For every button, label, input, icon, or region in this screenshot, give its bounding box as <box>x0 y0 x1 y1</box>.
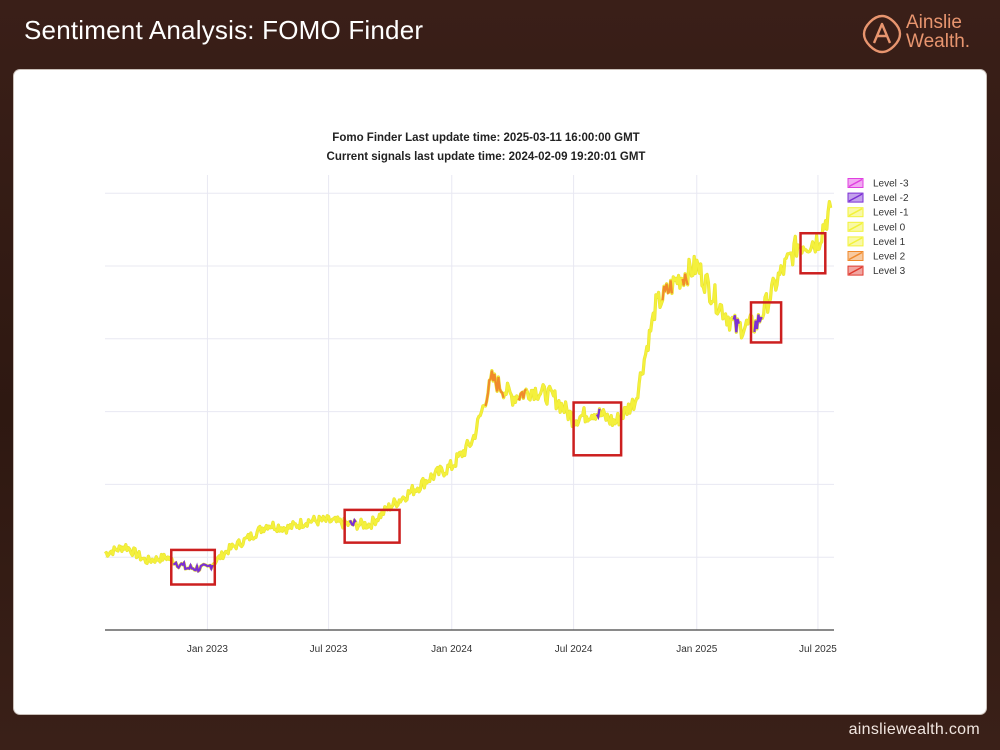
signal-segment <box>348 517 357 527</box>
ainslie-logo-icon <box>862 14 902 54</box>
x-tick-label: Jan 2025 <box>676 644 718 655</box>
brand-line-2: Wealth. <box>906 31 971 52</box>
legend-item: Level -3 <box>847 178 909 190</box>
signal-segment <box>173 559 214 574</box>
legend-swatch-line <box>848 266 863 275</box>
legend-item: Level 1 <box>847 236 906 248</box>
fomo-finder-chart: Fomo Finder Last update time: 2025-03-11… <box>104 132 909 655</box>
legend-label: Level 0 <box>873 222 906 233</box>
legend-label: Level -2 <box>873 193 909 204</box>
header-bar: Sentiment Analysis: FOMO Finder Ainslie … <box>0 0 1000 66</box>
x-tick-label: Jan 2024 <box>431 644 473 655</box>
legend-label: Level 3 <box>873 266 906 277</box>
signal-highlight-boxes <box>170 231 827 586</box>
legend-item: Level -1 <box>847 207 909 219</box>
signal-highlight-box <box>572 401 623 457</box>
legend-label: Level 2 <box>873 252 906 263</box>
legend-swatch-line <box>848 208 863 217</box>
signal-segment <box>484 370 505 407</box>
x-axis: Jan 2023 Jul 2023 Jan 2024 Jul 2024 Jan 2025… <box>105 629 837 655</box>
legend-label: Level 1 <box>873 237 906 248</box>
signal-segment <box>595 408 601 421</box>
legend-item: Level 0 <box>847 221 906 233</box>
legend-swatch-line <box>848 222 863 231</box>
signal-segment <box>732 314 740 333</box>
price-line <box>104 200 833 574</box>
legend-swatch-line <box>848 251 863 261</box>
signal-segment <box>681 273 689 286</box>
legend-item: Level -2 <box>847 192 909 204</box>
chart-panel: Fomo Finder Last update time: 2025-03-11… <box>14 70 986 714</box>
signal-segment <box>517 388 527 401</box>
page-title: Sentiment Analysis: FOMO Finder <box>24 15 424 45</box>
signal-highlight-box <box>170 548 217 586</box>
legend-swatch-line <box>848 178 863 188</box>
brand-name: Ainslie Wealth. <box>906 13 970 51</box>
series-line <box>104 200 832 573</box>
footer-url[interactable]: ainsliewealth.com <box>848 721 980 738</box>
brand-logo: Ainslie Wealth. <box>862 12 982 56</box>
x-tick-label: Jul 2023 <box>310 644 348 655</box>
legend-item: Level 3 <box>847 265 906 277</box>
signal-segment <box>661 280 674 301</box>
signal-highlight-box <box>799 231 827 275</box>
signal-highlight-box <box>749 301 783 344</box>
legend-label: Level -1 <box>873 208 909 219</box>
chart-title-line-1: Fomo Finder Last update time: 2025-03-11… <box>332 132 639 144</box>
legend-swatch-line <box>848 237 863 246</box>
legend-item: Level 2 <box>847 251 906 263</box>
legend-label: Level -3 <box>873 179 909 190</box>
x-tick-label: Jan 2023 <box>187 644 229 655</box>
brand-line-1: Ainslie <box>906 12 962 33</box>
legend-swatch-line <box>848 193 863 202</box>
legend: Level -3 Level -2 Level -1 Level 0 Level 1 Le… <box>847 178 909 277</box>
chart-title-line-2: Current signals last update time: 2024-0… <box>327 151 646 163</box>
series-line-outline <box>104 200 833 573</box>
signal-segment <box>753 314 763 333</box>
x-tick-label: Jul 2025 <box>799 644 837 655</box>
x-tick-label: Jul 2024 <box>555 644 593 655</box>
signal-highlight-box <box>343 508 401 544</box>
